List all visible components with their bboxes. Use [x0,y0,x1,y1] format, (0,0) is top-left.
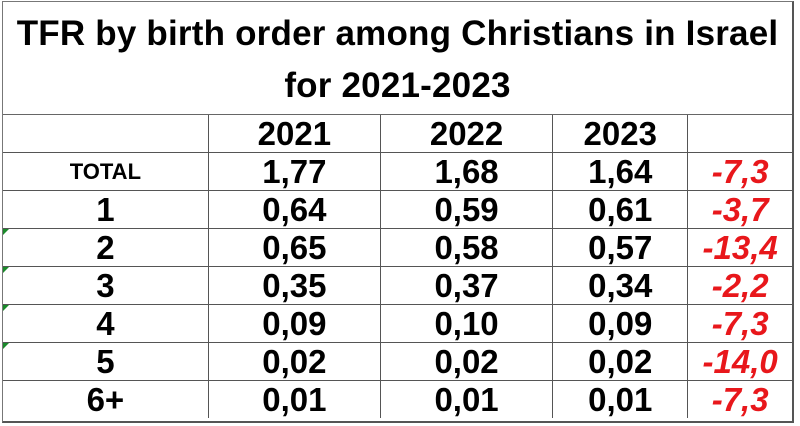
cell-2023: 1,64 [552,152,689,191]
cell-change: -13,4 [687,228,792,267]
table-row: 6+ 0,01 0,01 0,01 -7,3 [3,380,792,418]
cell-2021: 0,35 [207,266,381,305]
cell-marker-icon [3,229,9,235]
data-grid: 2021 2022 2023 TOTAL 1,77 1,68 1,64 -7,3… [3,115,792,418]
cell-marker-icon [3,267,9,273]
cell-change: -7,3 [687,152,792,191]
cell-2022: 0,37 [379,266,554,305]
table-row: 3 0,35 0,37 0,34 -2,2 [3,266,792,305]
header-row: 2021 2022 2023 [3,115,792,153]
cell-2021: 0,01 [207,380,381,418]
title-line-2: for 2021-2023 [284,66,511,105]
table-row: 4 0,09 0,10 0,09 -7,3 [3,304,792,343]
row-label-text: 2 [96,229,115,266]
cell-2023: 0,34 [552,266,689,305]
cell-2022: 0,10 [379,304,554,343]
table-row: 5 0,02 0,02 0,02 -14,0 [3,342,792,381]
row-label-text: 3 [96,267,115,304]
cell-change: -7,3 [687,304,792,343]
cell-2022: 1,68 [379,152,554,191]
cell-2022: 0,01 [379,380,554,418]
table-row: 1 0,64 0,59 0,61 -3,7 [3,190,792,229]
cell-2023: 0,57 [552,228,689,267]
cell-change: -3,7 [687,190,792,229]
header-cell-blank [3,115,209,153]
table-title: TFR by birth order among Christians in I… [3,2,792,115]
cell-2023: 0,61 [552,190,689,229]
cell-2022: 0,59 [379,190,554,229]
header-cell-2021: 2021 [207,115,381,153]
cell-2023: 0,09 [552,304,689,343]
cell-change: -2,2 [687,266,792,305]
cell-2021: 0,65 [207,228,381,267]
header-cell-2023: 2023 [552,115,689,153]
cell-2022: 0,58 [379,228,554,267]
cell-change: -14,0 [687,342,792,381]
row-label: 5 [3,342,209,381]
cell-marker-icon [3,305,9,311]
row-label: 4 [3,304,209,343]
row-label-text: 5 [96,343,115,380]
header-cell-change [687,115,792,153]
cell-2021: 0,09 [207,304,381,343]
row-label: 3 [3,266,209,305]
row-label: 1 [3,190,209,229]
table-row: TOTAL 1,77 1,68 1,64 -7,3 [3,152,792,191]
cell-2021: 1,77 [207,152,381,191]
table-row: 2 0,65 0,58 0,57 -13,4 [3,228,792,267]
row-label: 6+ [3,380,209,418]
cell-marker-icon [3,343,9,349]
title-line-1: TFR by birth order among Christians in I… [16,14,779,53]
cell-change: -7,3 [687,380,792,418]
cell-2021: 0,02 [207,342,381,381]
row-label: 2 [3,228,209,267]
cell-2022: 0,02 [379,342,554,381]
cell-2023: 0,01 [552,380,689,418]
cell-2021: 0,64 [207,190,381,229]
cell-2023: 0,02 [552,342,689,381]
header-cell-2022: 2022 [379,115,554,153]
row-label-text: 4 [96,305,115,342]
row-label: TOTAL [3,152,209,191]
